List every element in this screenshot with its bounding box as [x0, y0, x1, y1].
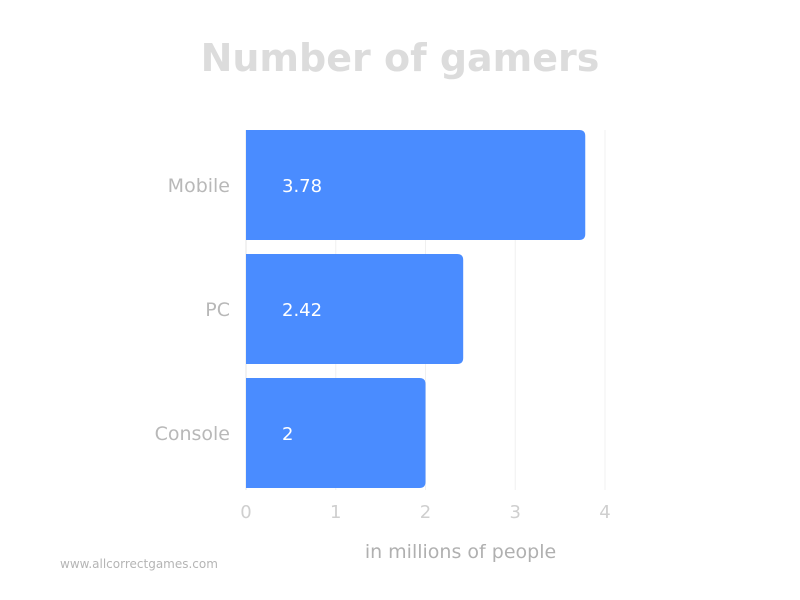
x-axis-title: in millions of people [365, 541, 556, 563]
x-tick-labels: 0 1 2 3 4 [240, 502, 610, 523]
x-tick-label: 2 [420, 502, 431, 523]
x-tick-label: 1 [330, 502, 341, 523]
category-label-pc: PC [205, 299, 230, 321]
category-label-console: Console [155, 423, 230, 445]
bar-console [246, 378, 426, 488]
watermark-text: www.allcorrectgames.com [60, 557, 218, 571]
data-labels: 3.78 2.42 2 [282, 176, 322, 445]
category-label-mobile: Mobile [168, 175, 230, 197]
x-tick-label: 0 [240, 502, 251, 523]
bar-mobile [246, 130, 586, 240]
x-tick-label: 4 [599, 502, 610, 523]
category-labels: Mobile PC Console [155, 175, 230, 445]
x-tick-label: 3 [510, 502, 521, 523]
data-label-mobile: 3.78 [282, 176, 322, 197]
data-label-console: 2 [282, 424, 293, 445]
chart-title: Number of gamers [200, 36, 600, 80]
bar-pc [246, 254, 464, 364]
bars [246, 130, 586, 488]
data-label-pc: 2.42 [282, 300, 322, 321]
